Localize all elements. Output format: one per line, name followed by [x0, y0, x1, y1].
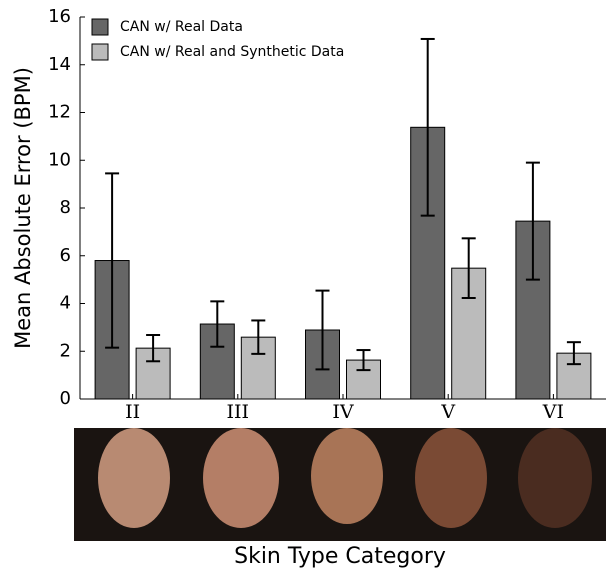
x-tick-label: II [125, 401, 140, 423]
face [518, 428, 592, 528]
legend-swatch [91, 43, 109, 61]
x-tick-label: III [227, 401, 250, 423]
y-tick-label: 16 [48, 6, 71, 27]
face [98, 428, 170, 528]
face [415, 428, 487, 528]
legend-label: CAN w/ Real and Synthetic Data [120, 44, 344, 60]
x-tick-label: IV [332, 401, 354, 423]
x-axis-label: Skin Type Category [234, 544, 446, 569]
x-tick-label: VI [542, 401, 564, 423]
y-tick-label: 4 [60, 293, 71, 314]
face-strip [74, 428, 606, 541]
legend-swatch [91, 18, 109, 36]
y-axis-label: Mean Absolute Error (BPM) [11, 67, 35, 349]
y-tick-label: 0 [60, 388, 71, 409]
face [311, 428, 383, 524]
y-tick-label: 2 [60, 340, 71, 361]
legend-label: CAN w/ Real Data [120, 19, 243, 35]
y-tick-label: 10 [48, 149, 71, 170]
x-tick-label: V [440, 401, 455, 423]
y-tick-label: 8 [60, 197, 71, 218]
face [203, 428, 279, 528]
y-tick-label: 12 [48, 102, 71, 123]
y-tick-label: 14 [48, 54, 71, 75]
y-tick-label: 6 [60, 245, 71, 266]
